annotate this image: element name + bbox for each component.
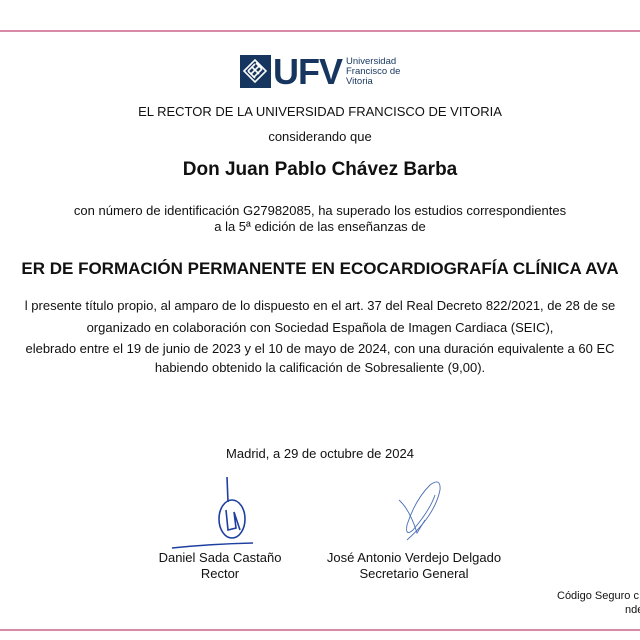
id-line: con número de identificación G27982085, …: [73, 203, 567, 218]
body-line: elebrado entre el 19 de junio de 2023 y …: [25, 341, 615, 356]
top-border: [0, 30, 640, 32]
logo-university-name: Universidad Francisco de Vitoria: [346, 55, 401, 87]
issuer-heading: EL RECTOR DE LA UNIVERSIDAD FRANCISCO DE…: [138, 104, 502, 119]
program-title: ER DE FORMACIÓN PERMANENTE EN ECOCARDIOG…: [21, 259, 619, 278]
edition-line: a la 5ª edición de las enseñanzas de: [214, 219, 426, 234]
logo-name-line: Francisco de: [346, 65, 401, 77]
secure-code-continued: nde: [625, 604, 640, 616]
body-line: organizado en colaboración con Sociedad …: [86, 320, 554, 335]
logo-acronym: UFV: [273, 51, 343, 92]
signatory-name: Daniel Sada Castaño: [158, 550, 282, 565]
considering-text: considerando que: [268, 129, 372, 144]
body-line: habiendo obtenido la calificación de Sob…: [154, 360, 486, 375]
bottom-border: [0, 629, 640, 631]
body-line: l presente título propio, al amparo de l…: [24, 298, 616, 313]
signatory-role: Secretario General: [359, 566, 469, 581]
rector-signature: [171, 476, 254, 549]
signatory-name: José Antonio Verdejo Delgado: [326, 550, 502, 565]
place-date: Madrid, a 29 de octubre de 2024: [226, 446, 414, 461]
logo-name-line: Vitoria: [346, 75, 373, 87]
recipient-name: Don Juan Pablo Chávez Barba: [182, 159, 458, 180]
logo-name-line: Universidad: [346, 55, 397, 67]
signatory-role: Rector: [200, 566, 240, 581]
secretary-signature: [398, 481, 441, 541]
ufv-logo: UFV Universidad Francisco de Vitoria: [240, 51, 401, 92]
secure-code-label: Código Seguro c: [557, 590, 639, 602]
logo-mark-icon: [240, 55, 271, 88]
